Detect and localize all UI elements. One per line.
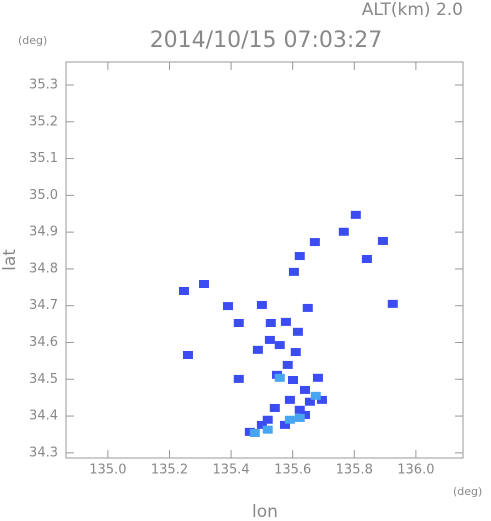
echo-cell: [316, 395, 327, 404]
echo-cell: [178, 286, 189, 295]
echo-cell: [279, 420, 290, 429]
echo-cell: [300, 410, 311, 419]
echo-cell: [377, 236, 388, 245]
echo-cell: [288, 267, 299, 276]
x-tick-label: 135.0: [89, 463, 126, 478]
plot-frame: [65, 61, 464, 459]
y-axis-label: lat: [0, 249, 20, 271]
echo-cell: [223, 302, 234, 311]
y-tick-label: 34.3: [29, 445, 58, 460]
echo-cell: [300, 385, 311, 394]
echo-cell: [274, 373, 285, 382]
echo-cell: [302, 303, 313, 312]
echo-cell: [304, 397, 315, 406]
echo-cell: [256, 300, 267, 309]
y-tick-label: 35.2: [29, 114, 58, 129]
x-tick-label: 135.2: [151, 463, 188, 478]
echo-cell: [262, 425, 273, 434]
echo-cell: [284, 395, 295, 404]
altitude-label: ALT(km) 2.0: [362, 0, 463, 20]
echo-cell: [182, 350, 193, 359]
echo-cell: [249, 428, 260, 437]
x-unit: (deg): [453, 485, 482, 498]
echo-cell: [312, 373, 323, 382]
echo-cell: [264, 335, 275, 344]
y-tick-label: 34.7: [29, 298, 58, 313]
echo-cell: [361, 254, 372, 263]
echo-cell: [309, 238, 320, 247]
echo-cell: [233, 318, 244, 327]
echo-cell: [350, 210, 361, 219]
echo-cell: [233, 374, 244, 383]
echo-cell: [282, 360, 293, 369]
echo-cell: [274, 341, 285, 350]
echo-cell: [292, 327, 303, 336]
echo-cell: [256, 420, 267, 429]
echo-cell: [294, 405, 305, 414]
y-tick-label: 34.5: [29, 372, 58, 387]
echo-cell: [387, 299, 398, 308]
echo-cell: [290, 348, 301, 357]
echo-cell: [262, 415, 273, 424]
x-tick-label: 135.4: [212, 463, 249, 478]
echo-cell: [284, 415, 295, 424]
x-axis-label: lon: [252, 502, 278, 521]
echo-cell: [338, 227, 349, 236]
y-tick-label: 35.0: [29, 188, 58, 203]
x-tick-label: 136.0: [397, 463, 434, 478]
y-tick-label: 34.9: [29, 225, 58, 240]
echo-cell: [294, 413, 305, 422]
echo-cell: [269, 403, 280, 412]
y-tick-label: 34.4: [29, 409, 58, 424]
y-tick-label: 35.1: [29, 151, 58, 166]
echo-cell: [252, 345, 263, 354]
echo-cell: [198, 280, 209, 289]
echo-cell: [265, 318, 276, 327]
y-tick-label: 34.8: [29, 261, 58, 276]
x-tick-label: 135.8: [336, 463, 373, 478]
echo-cell: [287, 376, 298, 385]
y-tick-label: 34.6: [29, 335, 58, 350]
y-tick-label: 35.3: [29, 77, 58, 92]
echo-cell: [294, 252, 305, 261]
echo-cell: [280, 317, 291, 326]
echo-cell: [310, 391, 321, 400]
x-tick-label: 135.6: [274, 463, 311, 478]
y-unit: (deg): [18, 34, 47, 47]
chart-title: 2014/10/15 07:03:27: [150, 28, 383, 53]
